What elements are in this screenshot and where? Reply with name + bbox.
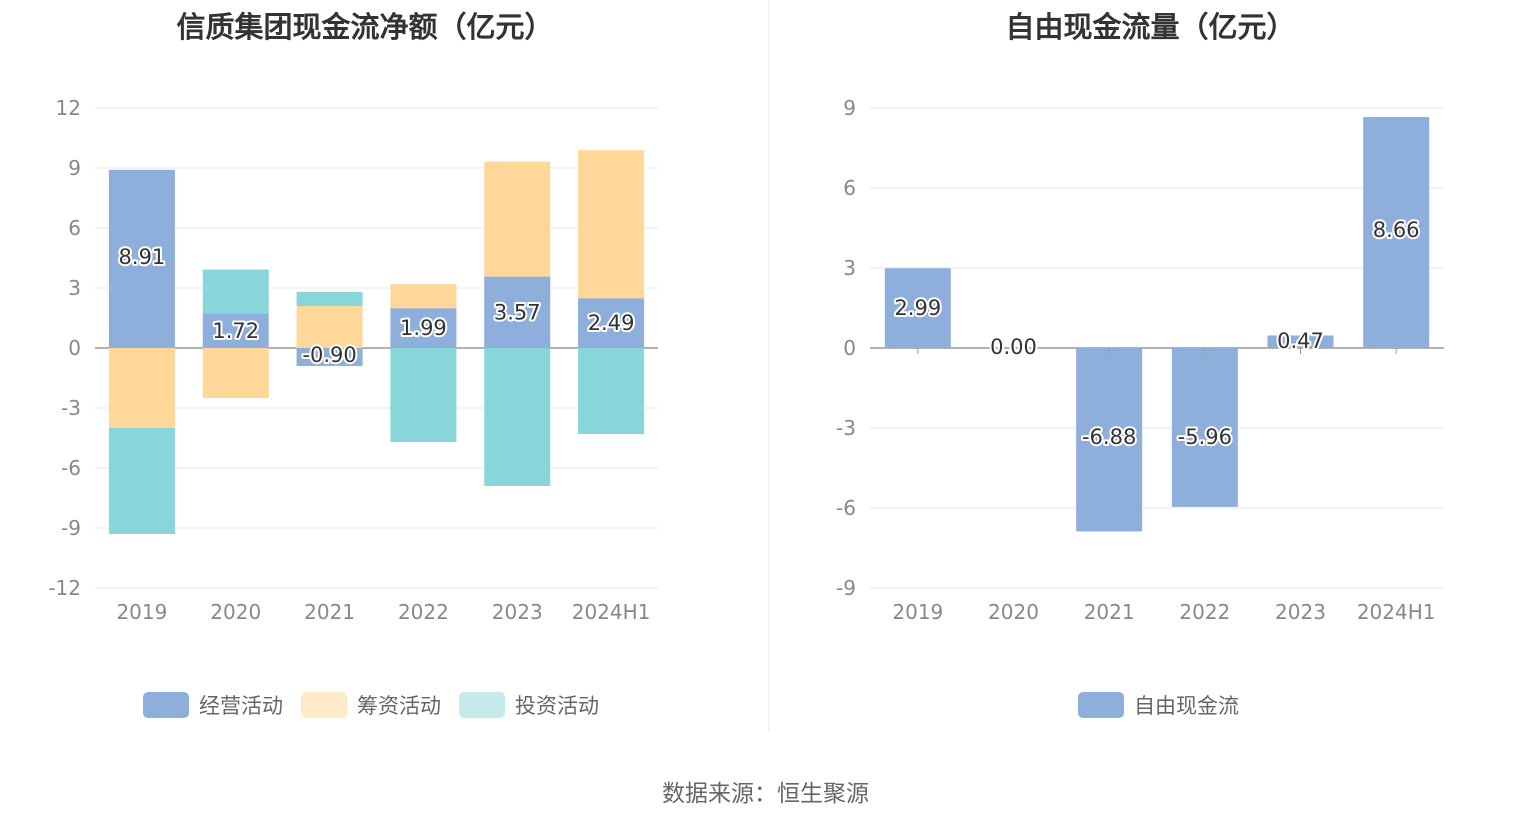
y-tick-label: 3 xyxy=(68,276,81,300)
data-label-operating-halo: 1.72 xyxy=(212,319,259,343)
bar-operating xyxy=(484,276,551,348)
data-label-free-cashflow-halo: -6.88 xyxy=(1082,425,1136,449)
y-tick-label: -3 xyxy=(836,416,856,440)
x-tick-label: 2022 xyxy=(398,600,449,624)
y-tick-label: -12 xyxy=(48,576,81,600)
data-source-note: 数据来源：恒生聚源 xyxy=(662,781,869,807)
bar-investing xyxy=(390,348,457,442)
data-label-free-cashflow: 2.99 xyxy=(894,296,941,320)
data-label-free-cashflow: 8.66 xyxy=(1373,218,1420,242)
y-tick-label: -9 xyxy=(836,576,856,600)
legend-swatch-operating xyxy=(143,692,189,718)
bar-financing xyxy=(202,348,269,398)
bar-investing xyxy=(296,292,363,306)
bar-financing xyxy=(578,150,645,299)
bar-financing xyxy=(484,161,551,277)
y-tick-label: 0 xyxy=(843,336,856,360)
bar-operating xyxy=(108,169,175,348)
data-label-operating: 3.57 xyxy=(494,300,541,324)
data-label-free-cashflow-halo: 2.99 xyxy=(894,296,941,320)
legend-label-operating: 经营活动 xyxy=(199,694,283,718)
y-tick-label: 6 xyxy=(68,216,81,240)
data-label-operating: 1.72 xyxy=(212,319,259,343)
y-tick-label: 6 xyxy=(843,176,856,200)
legend-label-financing: 筹资活动 xyxy=(357,694,441,718)
data-label-free-cashflow: -6.88 xyxy=(1082,425,1136,449)
legend-item-investing[interactable]: 投资活动 xyxy=(459,690,599,720)
bar-investing xyxy=(108,428,175,534)
y-tick-label: 3 xyxy=(843,256,856,280)
legend-label-free-cashflow: 自由现金流 xyxy=(1134,694,1239,718)
data-label-operating-halo: 8.91 xyxy=(119,245,166,269)
bar-operating xyxy=(296,348,363,366)
data-label-operating-halo: 2.49 xyxy=(588,311,635,335)
bar-operating xyxy=(390,308,457,348)
cashflow-net-chart: 12 9 6 3 0 -3 -6 -9 -12 2019 2020 2021 2022 2023 2024H… xyxy=(48,96,658,624)
y-tick-label: 0 xyxy=(68,336,81,360)
left-chart-title: 信质集团现金流净额（亿元） xyxy=(176,10,554,44)
legend-item-free-cashflow[interactable]: 自由现金流 xyxy=(1078,690,1239,720)
right-legend: 自由现金流 xyxy=(1078,690,1257,720)
bar-financing xyxy=(296,306,363,348)
bar-free-cashflow xyxy=(884,268,951,348)
bar-free-cashflow xyxy=(1076,348,1143,532)
data-label-free-cashflow: 0.00 xyxy=(990,335,1037,359)
legend-label-investing: 投资活动 xyxy=(515,694,599,718)
legend-swatch-free-cashflow xyxy=(1078,692,1124,718)
bar-investing xyxy=(484,348,551,486)
legend-item-financing[interactable]: 筹资活动 xyxy=(301,690,441,720)
bar-operating xyxy=(578,298,645,348)
data-label-free-cashflow-halo: 8.66 xyxy=(1373,218,1420,242)
data-label-free-cashflow: 0.47 xyxy=(1277,329,1324,353)
x-tick-label: 2024H1 xyxy=(572,600,651,624)
x-tick-label: 2019 xyxy=(116,600,167,624)
y-tick-label: 9 xyxy=(843,96,856,120)
y-tick-label: -3 xyxy=(61,396,81,420)
panel-divider xyxy=(768,0,769,732)
data-label-free-cashflow-halo: 0.47 xyxy=(1277,329,1324,353)
left-legend: 经营活动 筹资活动 投资活动 xyxy=(143,690,617,720)
data-label-operating: 1.99 xyxy=(400,316,447,340)
right-chart-title: 自由现金流量（亿元） xyxy=(1005,10,1296,44)
free-cashflow-chart: 9630-3-6-920192.992.9920200.000.002021-6… xyxy=(836,96,1444,624)
bar-investing xyxy=(578,348,645,434)
data-label-free-cashflow-halo: 0.00 xyxy=(990,335,1037,359)
data-label-operating-halo: -0.90 xyxy=(302,343,356,367)
x-tick-label: 2020 xyxy=(210,600,261,624)
y-tick-label: -6 xyxy=(836,496,856,520)
x-tick-label: 2020 xyxy=(988,600,1039,624)
data-label-operating: 8.91 xyxy=(119,245,166,269)
data-label-operating: 2.49 xyxy=(588,311,635,335)
x-tick-label: 2024H1 xyxy=(1357,600,1436,624)
y-tick-label: -6 xyxy=(61,456,81,480)
data-label-free-cashflow: -5.96 xyxy=(1178,425,1232,449)
x-tick-label: 2019 xyxy=(892,600,943,624)
data-label-operating-halo: 1.99 xyxy=(400,316,447,340)
bar-investing xyxy=(202,269,269,314)
y-tick-label: 12 xyxy=(56,96,81,120)
bar-free-cashflow xyxy=(1363,117,1430,348)
x-tick-label: 2021 xyxy=(304,600,355,624)
bar-free-cashflow xyxy=(1171,348,1238,507)
data-label-operating-halo: 3.57 xyxy=(494,300,541,324)
x-tick-label: 2023 xyxy=(1275,600,1326,624)
x-tick-label: 2023 xyxy=(492,600,543,624)
bar-operating xyxy=(202,313,269,348)
legend-swatch-financing xyxy=(301,692,347,718)
x-tick-label: 2021 xyxy=(1084,600,1135,624)
legend-swatch-investing xyxy=(459,692,505,718)
x-tick-label: 2022 xyxy=(1179,600,1230,624)
data-label-free-cashflow-halo: -5.96 xyxy=(1178,425,1232,449)
bar-free-cashflow xyxy=(1267,335,1334,348)
bar-financing xyxy=(108,348,175,428)
data-label-operating: -0.90 xyxy=(302,343,356,367)
legend-item-operating[interactable]: 经营活动 xyxy=(143,690,283,720)
bar-financing xyxy=(390,284,457,309)
y-tick-label: 9 xyxy=(68,156,81,180)
y-tick-label: -9 xyxy=(61,516,81,540)
